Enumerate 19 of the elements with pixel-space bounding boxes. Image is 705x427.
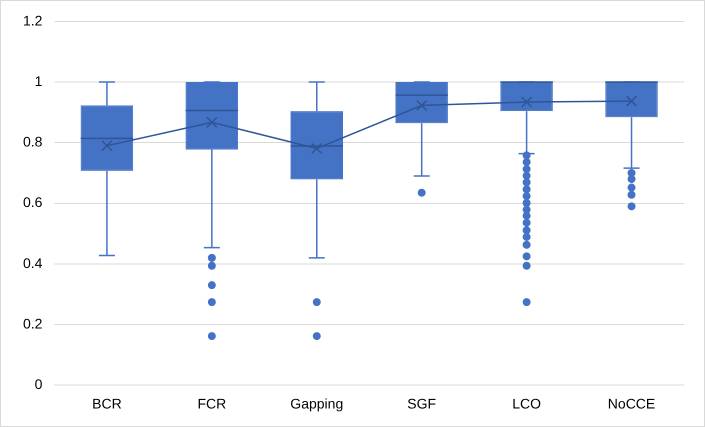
point (311, 142, 322, 154)
x-tick-label: Gapping (290, 395, 344, 412)
point (206, 116, 218, 128)
point (520, 96, 532, 108)
y-tick-label: 0.4 (22, 254, 43, 271)
point (626, 95, 638, 107)
x-tick-label: BCR (92, 395, 122, 412)
y-tick-label: 0.8 (22, 134, 43, 150)
y-tick-label: 1 (34, 72, 43, 89)
point (416, 100, 428, 112)
x-tick-label: SGF (407, 395, 436, 412)
y-tick-label: 0.2 (22, 315, 43, 332)
x-tick-label: FCR (197, 395, 226, 412)
point (101, 140, 113, 152)
y-tick-label: 0.6 (22, 194, 43, 210)
x-tick-label: LCO (512, 395, 542, 412)
x-tick-label: NoCCE (608, 395, 656, 412)
y-tick-label: 0 (34, 376, 43, 392)
y-tick-label: 1.2 (22, 12, 43, 28)
